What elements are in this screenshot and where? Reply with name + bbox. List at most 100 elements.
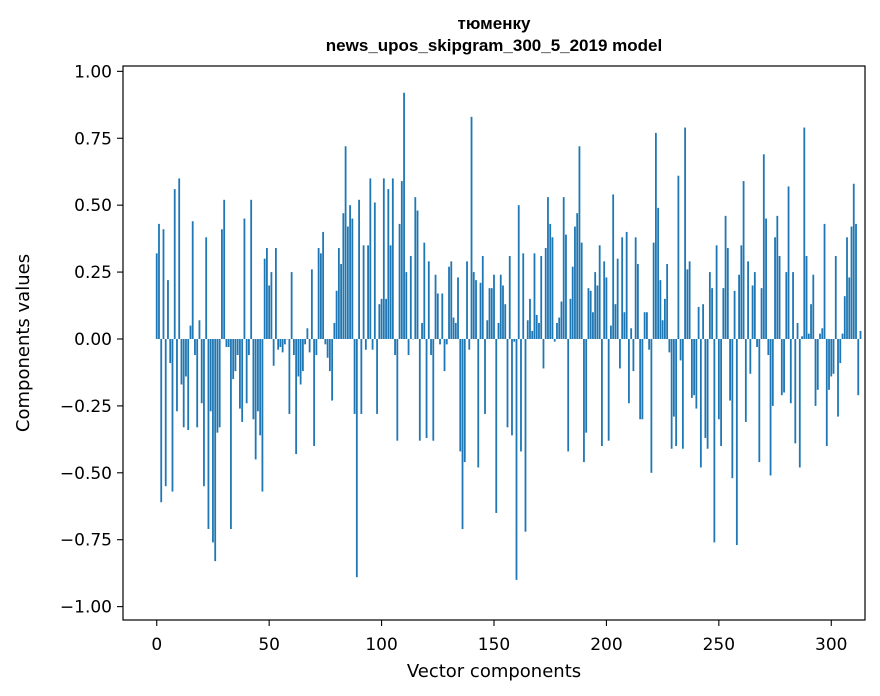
bar (304, 338, 307, 345)
bar (504, 304, 507, 339)
bar (434, 274, 437, 339)
bar (369, 178, 372, 339)
y-tick-label: 1.00 (74, 62, 112, 82)
bar (225, 338, 228, 348)
bar (859, 330, 862, 339)
x-tick-label: 0 (151, 635, 162, 655)
bar (481, 256, 484, 339)
bar (722, 288, 725, 339)
bar (684, 127, 687, 339)
bar (497, 322, 500, 339)
bar (715, 245, 718, 339)
bar (427, 261, 430, 339)
bar (162, 229, 165, 339)
bar (346, 226, 349, 339)
bar (756, 338, 758, 348)
bar (227, 338, 230, 348)
bar (301, 338, 304, 372)
bar (589, 290, 592, 339)
bar (477, 338, 480, 468)
bar (852, 183, 855, 339)
bar (160, 338, 163, 503)
bar (344, 146, 347, 339)
bar (610, 325, 612, 339)
bar (812, 274, 815, 339)
bar (686, 269, 689, 339)
bar (486, 320, 489, 339)
bar (248, 338, 250, 356)
bar (592, 312, 594, 339)
bar (803, 127, 806, 339)
bar (843, 296, 846, 339)
bar (801, 336, 803, 339)
bar (508, 256, 511, 339)
bar (360, 338, 363, 414)
bar (837, 338, 839, 417)
bar (266, 247, 268, 339)
bar (616, 258, 619, 339)
bar (488, 288, 491, 339)
bar (549, 223, 552, 339)
bar (376, 338, 378, 414)
bar (342, 213, 345, 339)
bar (180, 338, 183, 385)
bar (380, 298, 383, 339)
bar (245, 338, 248, 404)
bar (708, 272, 711, 339)
bar (704, 338, 707, 439)
bar (324, 338, 327, 345)
y-tick-label: 0.75 (74, 129, 112, 149)
bar (830, 338, 833, 377)
bar (407, 338, 410, 356)
bar (657, 207, 660, 339)
bar (328, 338, 331, 372)
chart-title-line-1: тюменку (458, 14, 531, 33)
bar (436, 293, 439, 339)
bar (506, 338, 509, 428)
bar (176, 338, 178, 412)
bar (398, 223, 401, 339)
bar (848, 277, 851, 339)
bar (794, 338, 797, 444)
bar (850, 226, 853, 339)
bar (185, 338, 187, 377)
bar (331, 338, 334, 401)
bar (690, 338, 693, 398)
y-tick-label: −1.00 (60, 598, 112, 618)
bar (461, 338, 464, 530)
bar (825, 338, 828, 447)
chart-title-line-2: news_upos_skipgram_300_5_2019 model (326, 36, 662, 55)
bar (209, 338, 212, 412)
bar (526, 320, 529, 339)
bar (281, 338, 284, 353)
bar (524, 338, 527, 532)
bar (538, 322, 540, 339)
bar (720, 338, 722, 447)
bar (753, 272, 756, 339)
bar (216, 338, 219, 433)
bar (439, 338, 441, 345)
bar (571, 266, 574, 339)
bar (196, 338, 199, 428)
bar (259, 338, 262, 436)
bar (699, 338, 702, 468)
bar (670, 338, 673, 449)
bar (529, 298, 531, 339)
bar (450, 261, 453, 339)
bar (807, 333, 810, 339)
bar (659, 280, 662, 339)
bar (614, 304, 617, 339)
bar (517, 205, 520, 339)
bar (580, 242, 583, 339)
bar (774, 237, 776, 339)
bar (585, 338, 588, 433)
x-tick-label: 250 (703, 635, 735, 655)
bar (232, 338, 235, 380)
bar (391, 178, 394, 339)
bar (178, 178, 181, 339)
bar (315, 338, 318, 356)
bar (776, 215, 779, 339)
bar (558, 317, 561, 339)
bar (805, 256, 808, 339)
bar (522, 253, 525, 339)
